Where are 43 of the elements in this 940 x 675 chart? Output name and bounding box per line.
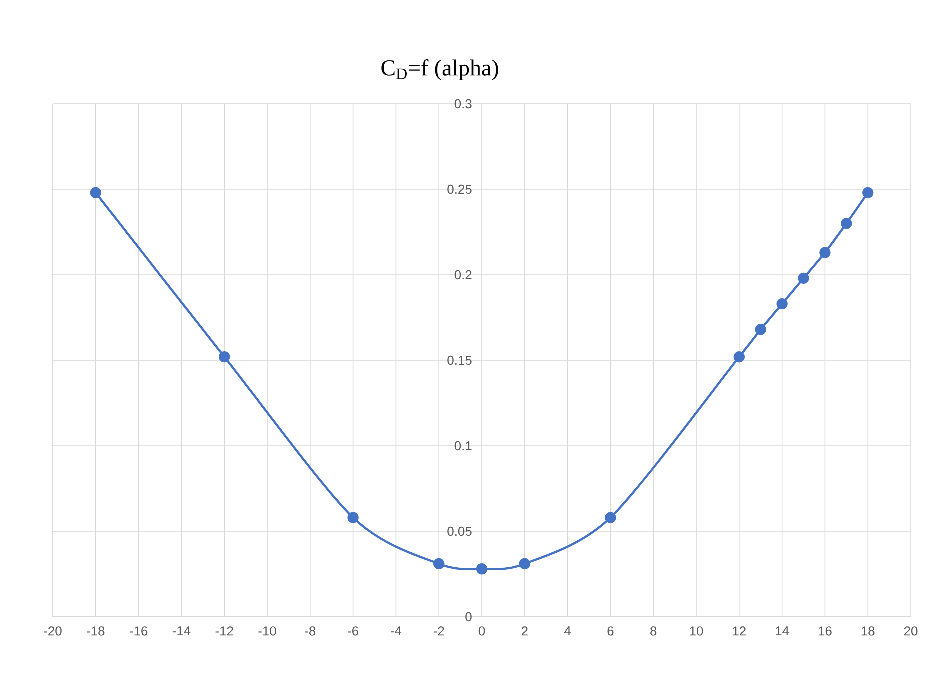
x-tick-label: -4 [391,626,402,636]
y-tick-label: 0.15 [448,356,472,366]
point [820,247,831,258]
point [862,187,874,198]
point [605,512,616,524]
point [519,558,530,570]
y-tick-label: 0.25 [448,184,472,194]
point [90,187,102,198]
point [841,218,852,230]
point [348,512,359,524]
point [476,564,488,575]
y-tick-label: 0 [466,612,472,622]
x-tick-label: 0 [478,626,486,636]
y-tick-label: 0.05 [448,526,472,536]
chart-title: C$_{D}$=f (alpha) [382,59,498,80]
x-tick-label: -16 [130,626,148,636]
x-tick-label: 8 [650,626,657,636]
x-tick-label: -2 [434,626,444,636]
x-tick-label: 20 [904,626,918,636]
x-tick-label: -18 [87,626,105,636]
point [798,272,810,284]
y-tick-label: 0.2 [454,270,472,280]
x-tick-label: 16 [818,626,832,636]
x-tick-label: 10 [690,626,704,636]
x-tick-label: -10 [258,626,276,636]
point [434,558,445,570]
point [734,352,745,363]
x-tick-label: 18 [862,626,875,636]
x-tick-label: 4 [564,626,572,636]
x-tick-label: -8 [305,626,316,636]
x-tick-label: -14 [172,626,191,636]
x-tick-label: 12 [733,626,746,636]
x-tick-label: -12 [216,626,234,636]
point [755,324,766,336]
x-tick-label: 6 [608,626,614,636]
y-tick-label: 0.3 [454,99,472,109]
x-tick-label: -6 [348,626,358,636]
x-tick-label: 2 [522,626,528,636]
point [776,298,788,310]
y-tick-label: 0.1 [454,441,472,451]
x-tick-label: 14 [776,626,790,636]
x-tick-label: -20 [44,626,62,636]
point [219,352,230,363]
